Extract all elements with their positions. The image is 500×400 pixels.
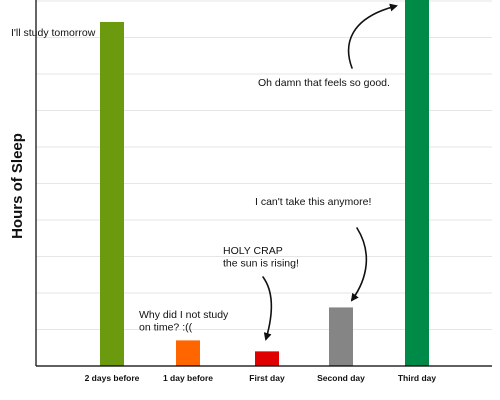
arrow-cant-take [352, 228, 366, 300]
annotation-arrows [263, 6, 396, 339]
x-tick-label: 2 days before [85, 373, 140, 383]
y-axis-label: Hours of Sleep [9, 133, 26, 239]
annotation-line: the sun is rising! [223, 258, 299, 270]
annotation-study-tomorrow: I'll study tomorrow [11, 27, 96, 39]
x-tick-label: First day [249, 373, 285, 383]
annotation-line: I can't take this anymore! [255, 196, 371, 208]
annotation-line: HOLY CRAP [223, 245, 283, 257]
x-tick-labels: 2 days before 1 day before First day Second… [85, 373, 437, 383]
annotation-line: Why did I not study [139, 309, 229, 321]
annotation-cant-take: I can't take this anymore! [255, 196, 371, 208]
annotations: I'll study tomorrow Why did I not study on… [11, 27, 390, 334]
annotation-line: I'll study tomorrow [11, 27, 96, 39]
bar-1-day-before [176, 340, 200, 366]
x-tick-label: Third day [398, 373, 437, 383]
annotation-feels-good: Oh damn that feels so good. [258, 77, 390, 89]
x-tick-label: 1 day before [163, 373, 213, 383]
bar-2-days-before [100, 22, 124, 366]
bar-third-day [405, 0, 429, 366]
annotation-line: on time? :(( [139, 322, 193, 334]
x-tick-label: Second day [317, 373, 365, 383]
bar-first-day [255, 351, 279, 366]
annotation-line: Oh damn that feels so good. [258, 77, 390, 89]
annotation-holy-crap: HOLY CRAP the sun is rising! [223, 245, 299, 270]
bar-second-day [329, 307, 353, 366]
